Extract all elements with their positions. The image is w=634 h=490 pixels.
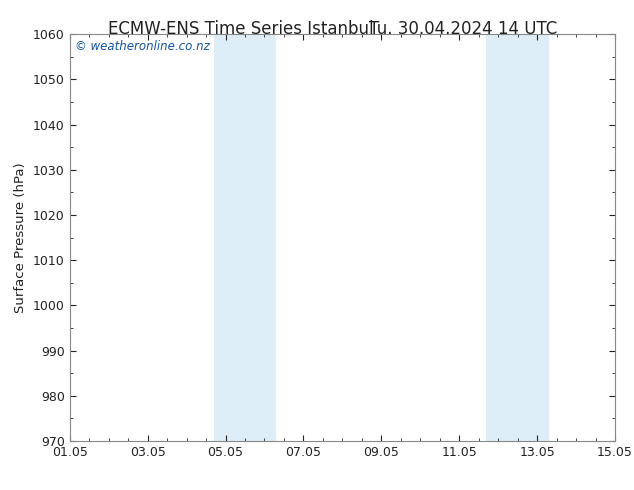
Bar: [214, 34, 276, 441]
Text: Tu. 30.04.2024 14 UTC: Tu. 30.04.2024 14 UTC: [369, 20, 557, 38]
Text: © weatheronline.co.nz: © weatheronline.co.nz: [75, 40, 210, 53]
Text: ECMW-ENS Time Series Istanbul: ECMW-ENS Time Series Istanbul: [108, 20, 373, 38]
Bar: [486, 34, 549, 441]
Y-axis label: Surface Pressure (hPa): Surface Pressure (hPa): [15, 162, 27, 313]
